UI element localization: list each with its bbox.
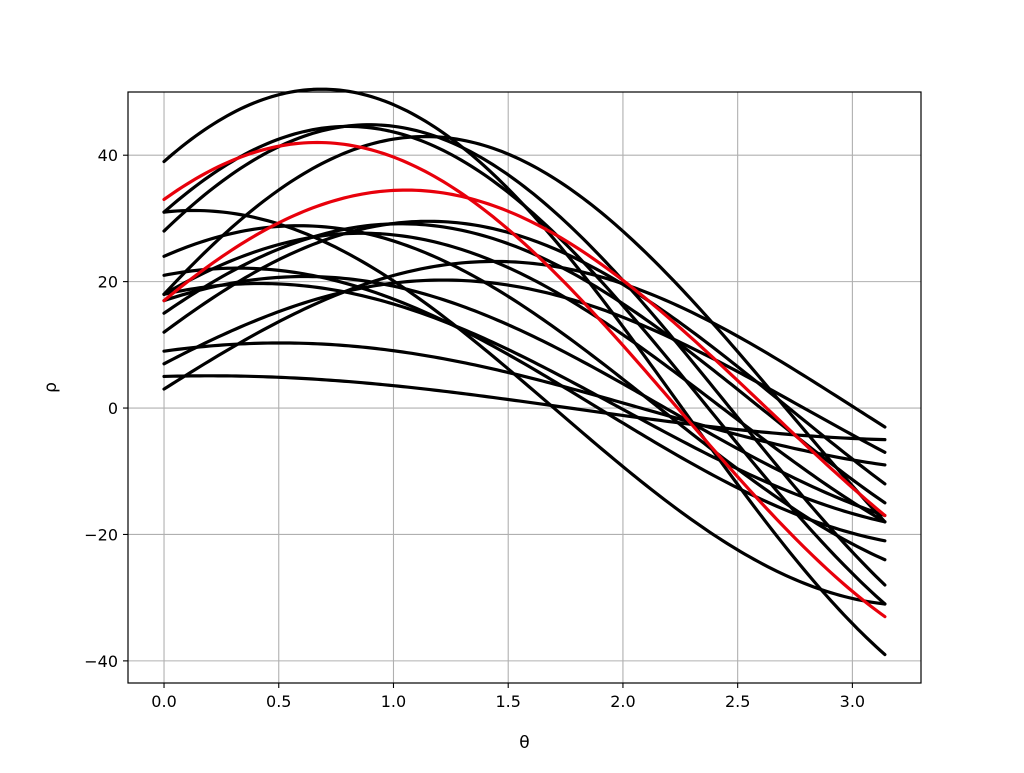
plot-frame [127, 91, 922, 684]
x-tick-label: 3.0 [840, 692, 865, 711]
series-line [162, 374, 887, 442]
series-line [162, 208, 887, 606]
series-line [162, 222, 887, 505]
highlighted-series-line [162, 140, 887, 619]
x-axis-label: θ [519, 733, 529, 753]
x-tick-label: 2.5 [725, 692, 750, 711]
series-line [162, 341, 887, 467]
y-tick-label: 0 [108, 399, 118, 418]
y-tick-label: 20 [98, 273, 118, 292]
series-line [162, 278, 887, 454]
y-tick-label: −40 [84, 652, 118, 671]
x-tick-label: 0.5 [266, 692, 291, 711]
series-line [162, 259, 887, 429]
series-line [162, 134, 887, 524]
series-line [162, 266, 887, 543]
x-tick-label: 1.0 [381, 692, 406, 711]
series-line [162, 274, 887, 518]
x-tick-label: 2.0 [610, 692, 635, 711]
y-axis-label: ρ [41, 382, 61, 393]
highlighted-series-line [162, 188, 887, 518]
x-tick-label: 0.0 [151, 692, 176, 711]
series-line [162, 281, 887, 524]
series-lines [162, 87, 887, 657]
series-line [162, 219, 887, 486]
x-tick-label: 1.5 [495, 692, 520, 711]
series-line [162, 124, 887, 606]
y-tick-label: 40 [98, 146, 118, 165]
axis-ticks: 0.0 0.5 1.0 1.5 2.0 2.5 3.0 −40 −20 0 20 40 [84, 146, 865, 711]
y-tick-label: −20 [84, 525, 118, 544]
